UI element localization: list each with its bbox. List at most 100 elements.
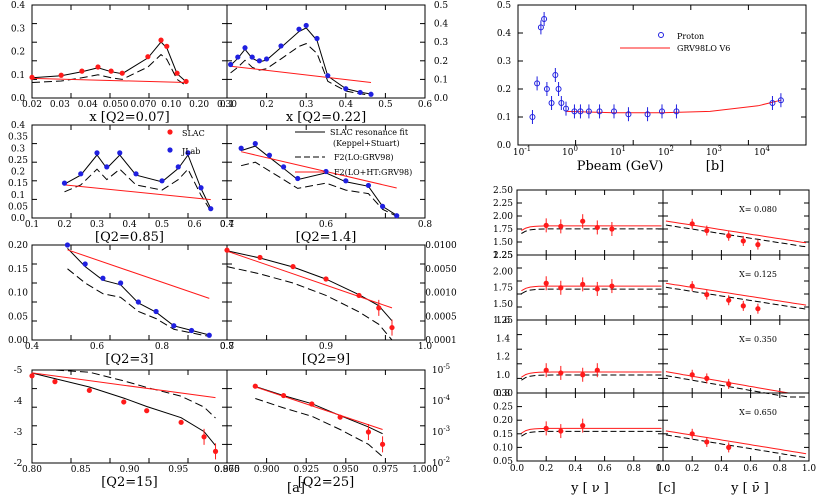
y-tick-label: 0.1	[11, 191, 25, 201]
nubar-data-point	[704, 291, 710, 298]
bin-x-label: X= 0.125	[739, 270, 777, 279]
x-tick-label: 0.2	[57, 220, 71, 230]
x-tick-label: 1.000	[412, 465, 438, 475]
x-tick-label: 0.3	[90, 220, 105, 230]
x-tick-label: 0.85	[71, 465, 91, 475]
nu-data-point	[580, 372, 586, 378]
data-point-jlab	[323, 168, 329, 175]
y-tick-label: 0.05	[493, 457, 513, 467]
lo-ht-grv98-curve	[31, 372, 216, 399]
x-tick-label: 0.6	[418, 100, 433, 110]
data-point-jlab	[133, 171, 139, 177]
data-point-slac	[376, 305, 382, 311]
legend-jlab: JLab	[181, 147, 200, 156]
legend-resonance: SLAC resonance fit	[330, 128, 409, 137]
panel-a-label: [a]	[287, 481, 305, 496]
resonance-fit-curve	[64, 153, 212, 209]
x-tick-label: 100	[562, 145, 578, 158]
subplot-caption: [Q2=15]	[101, 475, 158, 490]
data-point-slac	[29, 74, 35, 80]
nu-data-point	[580, 423, 586, 429]
nubar-data-point	[740, 238, 746, 244]
y-tick-label: 0.3	[434, 38, 449, 48]
y-tick-label: 10-5	[432, 363, 450, 376]
panel-a-frame-4	[31, 244, 228, 341]
nu-data-point	[558, 428, 564, 434]
lo-grv98-curve	[226, 266, 393, 341]
data-point-jlab	[78, 171, 84, 177]
bin-x-label: X= 0.650	[739, 408, 777, 417]
proton-data-point	[659, 108, 665, 115]
data-point-jlab	[256, 58, 262, 64]
legend-resonance-extra: (Keppel+Stuart)	[333, 139, 400, 148]
lo-ht-grv98-curve	[230, 65, 372, 83]
nubar-data-point	[689, 221, 695, 227]
x-tick-label: 0.4	[714, 464, 729, 474]
data-point-jlab	[266, 152, 273, 158]
nu-lo-curve	[521, 228, 662, 234]
proton-data-point	[558, 100, 565, 106]
x-tick-label: 1.0	[656, 464, 671, 474]
y-tick-label: 1.6	[496, 316, 511, 326]
proton-data-point	[625, 111, 632, 118]
nu-data-point	[558, 370, 564, 376]
panel-c-nubar-frame-2	[662, 319, 810, 394]
x-tick-label: 0.20	[189, 100, 209, 110]
x-tick-label: 0.975	[373, 465, 399, 475]
data-point-slac	[164, 43, 170, 49]
y-tick-label: 2.00	[493, 212, 513, 222]
x-tick-label: 0.10	[161, 100, 181, 110]
panel-c-nu-frame-0	[516, 189, 664, 256]
nubar-theory-curve	[665, 220, 807, 244]
legend-marker-jlab	[167, 147, 173, 153]
y-tick-label: 2.25	[493, 251, 513, 261]
x-tick-label: 1.0	[418, 342, 433, 352]
x-tick-label: 0.4	[25, 342, 40, 352]
data-point-jlab	[159, 178, 165, 184]
data-point-jlab	[188, 327, 195, 334]
data-point-jlab	[82, 261, 88, 267]
nubar-theory-curve	[665, 282, 807, 306]
x-tick-label: 0.5	[155, 220, 170, 230]
y-tick-label: 0.20	[8, 241, 28, 251]
proton-data-point	[537, 24, 544, 31]
x-tick-label: 0.2	[259, 100, 273, 110]
proton-data-point	[541, 16, 548, 22]
data-point-slac	[178, 419, 184, 425]
lo-grv98-curve	[64, 168, 212, 212]
lo-grv98-curve	[32, 369, 216, 419]
proton-data-point	[552, 72, 559, 78]
y-tick-label: 0.05	[8, 312, 28, 322]
data-point-slac	[144, 408, 150, 414]
panel-c-nu-frame-3	[516, 392, 664, 462]
nu-data-point	[580, 281, 586, 287]
panel-c-xlabel-nubar: y [ ν̄ ]	[730, 481, 769, 496]
proton-data-point	[585, 108, 592, 115]
panel-c-label: [c]	[658, 481, 675, 496]
data-point-slac	[29, 373, 35, 379]
data-point-jlab	[185, 150, 191, 156]
y-tick-label: 0.1	[434, 75, 448, 85]
y-tick-label: 0.0010	[425, 289, 457, 299]
nu-data-point	[594, 224, 600, 231]
data-point-jlab	[343, 86, 349, 92]
x-tick-label: 0.80	[22, 465, 42, 475]
lo-ht-grv98-curve	[255, 386, 383, 430]
y-tick-label: 0.4	[497, 29, 512, 39]
y-tick-label: 10-2	[432, 456, 450, 469]
x-tick-label: 0.6	[743, 464, 758, 474]
y-tick-label: 0.0	[497, 141, 512, 151]
y-tick-label: 0.00	[8, 336, 28, 346]
panel-a-frame-2	[31, 124, 228, 219]
nubar-data-point	[704, 227, 710, 234]
y-tick-label: 1.50	[493, 238, 513, 248]
x-tick-label: 0.6	[187, 220, 202, 230]
nu-data-point	[543, 425, 549, 431]
x-tick-label: 0.1	[220, 100, 234, 110]
y-tick-label: 0.3	[11, 144, 26, 154]
x-tick-label: 0.03	[50, 100, 70, 110]
y-tick-label: 0.5	[434, 1, 449, 11]
nu-data-point	[594, 286, 600, 292]
y-tick-label: -2	[14, 459, 23, 469]
x-tick-label: 0.02	[22, 100, 42, 110]
